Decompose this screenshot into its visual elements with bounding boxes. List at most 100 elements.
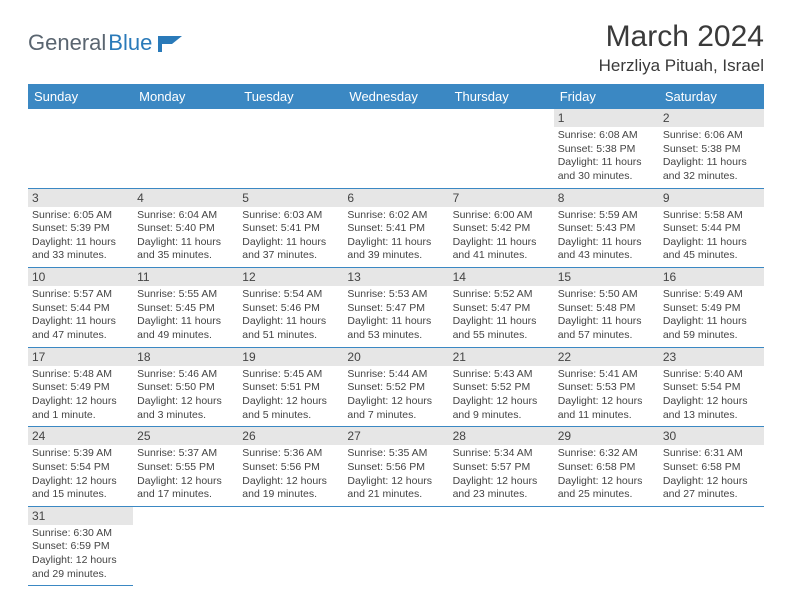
calendar-day-cell: 9Sunrise: 5:58 AMSunset: 5:44 PMDaylight…	[659, 188, 764, 268]
day-number: 14	[449, 268, 554, 286]
calendar-day-cell: 2Sunrise: 6:06 AMSunset: 5:38 PMDaylight…	[659, 109, 764, 188]
day-detail-line: Sunset: 5:45 PM	[137, 302, 234, 316]
day-detail-line: Sunrise: 5:44 AM	[347, 368, 444, 382]
day-detail-line: Sunrise: 6:05 AM	[32, 209, 129, 223]
day-number: 23	[659, 348, 764, 366]
day-detail-line: Sunset: 5:52 PM	[453, 381, 550, 395]
day-detail-line: Daylight: 12 hours	[347, 395, 444, 409]
day-detail-line: Sunrise: 5:45 AM	[242, 368, 339, 382]
day-number: 4	[133, 189, 238, 207]
day-detail-line: Daylight: 12 hours	[32, 395, 129, 409]
day-detail-line: Daylight: 12 hours	[558, 395, 655, 409]
day-detail-line: Daylight: 12 hours	[453, 475, 550, 489]
weekday-header: Wednesday	[343, 84, 448, 109]
day-details: Sunrise: 5:57 AMSunset: 5:44 PMDaylight:…	[28, 286, 133, 347]
day-detail-line: Sunrise: 5:43 AM	[453, 368, 550, 382]
calendar-day-cell	[343, 109, 448, 188]
day-detail-line: and 27 minutes.	[663, 488, 760, 502]
day-detail-line: Sunset: 5:38 PM	[663, 143, 760, 157]
day-detail-line: and 41 minutes.	[453, 249, 550, 263]
logo: GeneralBlue	[28, 20, 184, 56]
calendar-day-cell: 11Sunrise: 5:55 AMSunset: 5:45 PMDayligh…	[133, 268, 238, 348]
weekday-header: Thursday	[449, 84, 554, 109]
day-detail-line: Sunrise: 5:54 AM	[242, 288, 339, 302]
day-detail-line: Sunrise: 6:32 AM	[558, 447, 655, 461]
day-details: Sunrise: 6:30 AMSunset: 6:59 PMDaylight:…	[28, 525, 133, 586]
day-detail-line: Daylight: 12 hours	[663, 395, 760, 409]
day-detail-line: Sunset: 5:47 PM	[347, 302, 444, 316]
day-detail-line: and 32 minutes.	[663, 170, 760, 184]
day-details: Sunrise: 5:46 AMSunset: 5:50 PMDaylight:…	[133, 366, 238, 427]
day-detail-line: Sunrise: 5:34 AM	[453, 447, 550, 461]
day-details: Sunrise: 5:59 AMSunset: 5:43 PMDaylight:…	[554, 207, 659, 268]
calendar-day-cell: 3Sunrise: 6:05 AMSunset: 5:39 PMDaylight…	[28, 188, 133, 268]
day-detail-line: and 19 minutes.	[242, 488, 339, 502]
day-detail-line: Sunrise: 5:53 AM	[347, 288, 444, 302]
day-detail-line: and 49 minutes.	[137, 329, 234, 343]
calendar-day-cell: 1Sunrise: 6:08 AMSunset: 5:38 PMDaylight…	[554, 109, 659, 188]
calendar-week-row: 10Sunrise: 5:57 AMSunset: 5:44 PMDayligh…	[28, 268, 764, 348]
location: Herzliya Pituah, Israel	[599, 56, 764, 76]
day-details: Sunrise: 6:31 AMSunset: 6:58 PMDaylight:…	[659, 445, 764, 506]
day-details: Sunrise: 6:00 AMSunset: 5:42 PMDaylight:…	[449, 207, 554, 268]
logo-flag-icon	[158, 34, 184, 52]
calendar-day-cell: 29Sunrise: 6:32 AMSunset: 6:58 PMDayligh…	[554, 427, 659, 507]
day-detail-line: and 1 minute.	[32, 409, 129, 423]
day-detail-line: Sunrise: 5:37 AM	[137, 447, 234, 461]
day-details: Sunrise: 5:52 AMSunset: 5:47 PMDaylight:…	[449, 286, 554, 347]
day-details: Sunrise: 5:45 AMSunset: 5:51 PMDaylight:…	[238, 366, 343, 427]
day-details: Sunrise: 5:36 AMSunset: 5:56 PMDaylight:…	[238, 445, 343, 506]
day-number: 5	[238, 189, 343, 207]
day-detail-line: and 30 minutes.	[558, 170, 655, 184]
day-number: 26	[238, 427, 343, 445]
day-number: 28	[449, 427, 554, 445]
day-detail-line: and 9 minutes.	[453, 409, 550, 423]
day-detail-line: and 35 minutes.	[137, 249, 234, 263]
day-detail-line: Sunset: 6:58 PM	[558, 461, 655, 475]
day-detail-line: Daylight: 11 hours	[558, 156, 655, 170]
day-number: 20	[343, 348, 448, 366]
day-detail-line: and 39 minutes.	[347, 249, 444, 263]
calendar-day-cell: 24Sunrise: 5:39 AMSunset: 5:54 PMDayligh…	[28, 427, 133, 507]
day-detail-line: Sunset: 5:44 PM	[32, 302, 129, 316]
day-detail-line: Sunrise: 5:46 AM	[137, 368, 234, 382]
day-detail-line: Daylight: 12 hours	[242, 475, 339, 489]
day-detail-line: Daylight: 12 hours	[558, 475, 655, 489]
day-detail-line: and 47 minutes.	[32, 329, 129, 343]
calendar-day-cell: 17Sunrise: 5:48 AMSunset: 5:49 PMDayligh…	[28, 347, 133, 427]
calendar-day-cell: 31Sunrise: 6:30 AMSunset: 6:59 PMDayligh…	[28, 506, 133, 586]
day-detail-line: Sunrise: 6:04 AM	[137, 209, 234, 223]
weekday-header: Saturday	[659, 84, 764, 109]
day-detail-line: and 5 minutes.	[242, 409, 339, 423]
day-detail-line: Sunset: 5:40 PM	[137, 222, 234, 236]
day-detail-line: Daylight: 11 hours	[558, 315, 655, 329]
day-detail-line: Daylight: 12 hours	[347, 475, 444, 489]
day-number: 10	[28, 268, 133, 286]
day-detail-line: Sunrise: 6:00 AM	[453, 209, 550, 223]
day-detail-line: and 45 minutes.	[663, 249, 760, 263]
day-detail-line: Sunrise: 6:31 AM	[663, 447, 760, 461]
day-detail-line: and 23 minutes.	[453, 488, 550, 502]
day-detail-line: and 57 minutes.	[558, 329, 655, 343]
calendar-day-cell: 8Sunrise: 5:59 AMSunset: 5:43 PMDaylight…	[554, 188, 659, 268]
calendar-week-row: 24Sunrise: 5:39 AMSunset: 5:54 PMDayligh…	[28, 427, 764, 507]
day-detail-line: and 25 minutes.	[558, 488, 655, 502]
day-detail-line: Daylight: 12 hours	[663, 475, 760, 489]
calendar-day-cell: 27Sunrise: 5:35 AMSunset: 5:56 PMDayligh…	[343, 427, 448, 507]
day-detail-line: Sunset: 5:51 PM	[242, 381, 339, 395]
calendar-day-cell: 12Sunrise: 5:54 AMSunset: 5:46 PMDayligh…	[238, 268, 343, 348]
day-detail-line: Sunset: 5:41 PM	[347, 222, 444, 236]
day-detail-line: Daylight: 11 hours	[453, 236, 550, 250]
day-detail-line: Sunrise: 5:39 AM	[32, 447, 129, 461]
calendar-day-cell: 16Sunrise: 5:49 AMSunset: 5:49 PMDayligh…	[659, 268, 764, 348]
day-detail-line: Sunset: 5:38 PM	[558, 143, 655, 157]
calendar-day-cell	[659, 506, 764, 586]
day-detail-line: Sunrise: 5:40 AM	[663, 368, 760, 382]
day-details: Sunrise: 5:43 AMSunset: 5:52 PMDaylight:…	[449, 366, 554, 427]
day-detail-line: Sunrise: 5:57 AM	[32, 288, 129, 302]
day-detail-line: and 37 minutes.	[242, 249, 339, 263]
day-detail-line: Sunset: 5:56 PM	[347, 461, 444, 475]
day-detail-line: Daylight: 11 hours	[663, 315, 760, 329]
day-detail-line: Sunset: 5:48 PM	[558, 302, 655, 316]
month-title: March 2024	[599, 20, 764, 54]
